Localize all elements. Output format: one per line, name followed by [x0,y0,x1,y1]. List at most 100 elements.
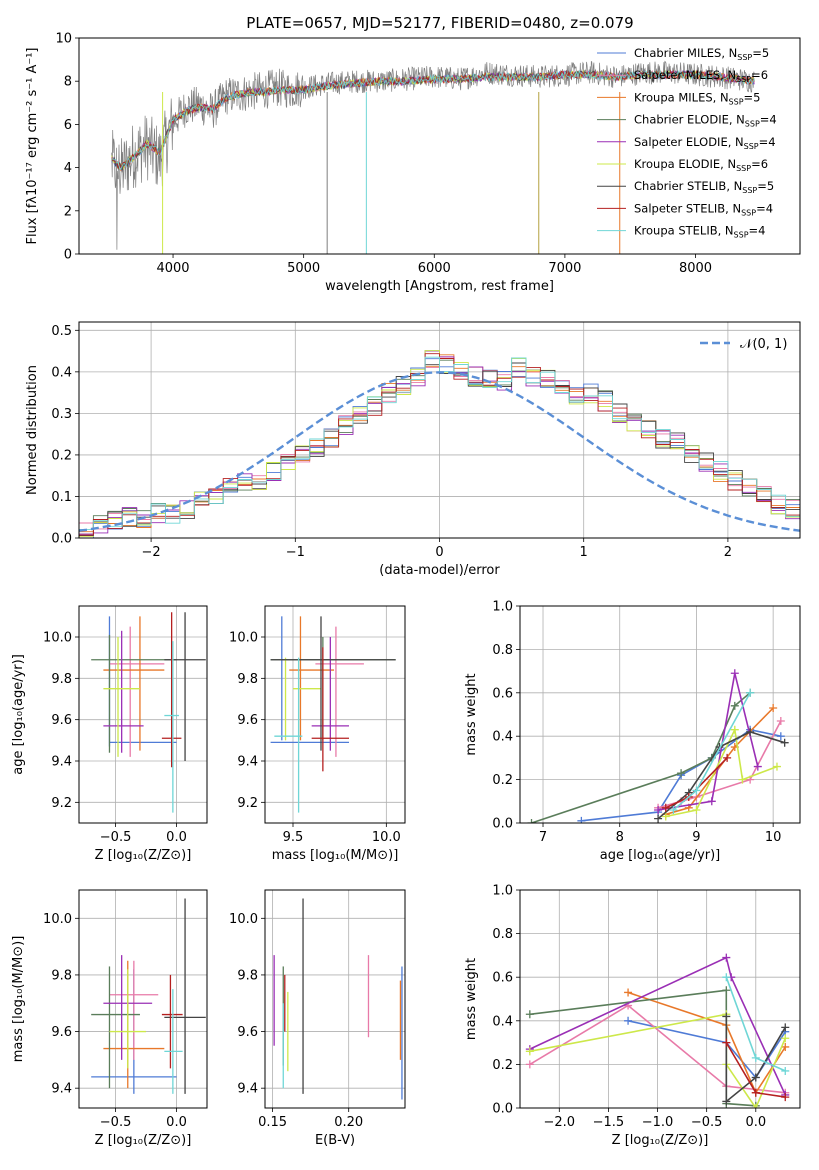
legend-label: 𝒩(0, 1) [740,337,787,352]
y-tick-label: 0.0 [492,817,513,832]
y-tick-label: 8 [64,75,72,90]
y-tick-label: 9.6 [51,713,72,728]
legend-label: Chabrier MILES, NSSP=5 [634,46,769,62]
data-spectrum-line [111,60,755,250]
y-tick-label: 9.8 [51,968,72,983]
axes-frame [78,37,801,255]
weight-line [529,989,756,1107]
weight-marker [738,775,747,784]
x-tick-label: −1 [286,545,305,560]
weight-line [529,956,787,1096]
model-spectrum-line [111,69,755,169]
y-tick-label: 0.8 [492,643,513,658]
weight-marker [525,1010,534,1019]
plot-area [273,898,403,1100]
weight-marker [707,797,716,806]
weight-line [725,1016,786,1104]
y-tick-label: 9.6 [51,1025,72,1040]
weight-marker [746,727,755,736]
x-tick-label: −1.0 [642,1115,674,1130]
y-tick-label: 9.6 [237,713,258,728]
histogram-step [79,356,800,530]
y-tick-label: 0.0 [51,532,72,547]
weight-marker [781,1023,790,1032]
y-tick-label: 9.8 [51,672,72,687]
mass-vs-metallicity-panel: −0.5 0.0 9.4 9.6 9.8 10.0 Z [log₁₀(Z/Z⊙)] mass … [11,889,208,1148]
axes-frame [78,605,208,824]
x-tick-label: 9.5 [283,830,304,845]
weight-marker [677,769,686,778]
weight-marker [780,738,789,747]
y-tick-label: 2 [64,204,72,219]
weight-marker [751,1053,760,1062]
chart-title: PLATE=0657, MJD=52177, FIBERID=0480, z=0… [246,14,633,32]
weight-line [657,673,759,811]
spectrum-panel: 4000 5000 6000 7000 8000 0 2 4 6 8 10 wavelength [A… [25,14,801,294]
y-tick-label: 1.0 [492,884,513,899]
weight-marker [772,762,781,771]
x-tick-label: −1.5 [593,1115,625,1130]
weight-line [531,692,751,823]
x-axis-label: (data-model)/error [379,563,500,578]
legend-label: Chabrier ELODIE, NSSP=4 [634,113,777,129]
y-tick-label: 10.0 [43,912,72,927]
y-tick-label: 0.3 [51,407,72,422]
x-tick-label: 10.0 [372,830,401,845]
x-tick-label: 2 [724,545,732,560]
axes-frame [519,889,801,1109]
y-tick-label: 0.2 [492,1058,513,1073]
plot-area [111,60,755,254]
y-tick-label: 9.4 [51,755,72,770]
x-tick-label: 8 [616,830,624,845]
y-tick-label: 0.4 [492,730,513,745]
y-tick-label: 0.8 [492,927,513,942]
y-tick-label: 6 [64,118,72,133]
weight-marker [722,986,731,995]
y-tick-label: 0.4 [51,365,72,380]
y-tick-label: 0.2 [51,448,72,463]
weight-marker [669,805,678,814]
y-tick-label: 0 [64,248,72,263]
mass-vs-ebv-panel: 0.15 0.20 9.4 9.6 9.8 10.0 E(B-V) [229,889,406,1148]
plot-area [270,616,396,813]
weight-marker [730,701,739,710]
plot-area [525,953,790,1108]
x-tick-label: 5000 [287,261,320,276]
x-tick-label: 9 [692,830,700,845]
y-axis-label: Normed distribution [25,365,40,495]
x-axis-label: Z [log₁₀(Z/Z⊙)] [95,848,192,863]
weight-marker [722,1097,731,1106]
y-tick-label: 10.0 [229,912,258,927]
weight-marker [654,814,663,823]
x-axis-label: E(B-V) [315,1133,355,1148]
y-tick-label: 0.1 [51,490,72,505]
x-tick-label: 6000 [418,261,451,276]
x-tick-label: 0.20 [334,1115,363,1130]
weight-marker [769,703,778,712]
weight-marker [654,805,663,814]
weight-marker [751,1073,760,1082]
x-tick-label: 4000 [156,261,189,276]
x-tick-label: −2.0 [544,1115,576,1130]
y-tick-label: 9.8 [237,968,258,983]
weight-marker [746,688,755,697]
x-tick-label: 0.0 [166,1115,187,1130]
plot-area [91,612,206,813]
plot-area [79,350,800,538]
axes-frame [264,889,406,1109]
y-tick-label: 1.0 [492,600,513,615]
y-tick-label: 0.5 [51,324,72,339]
x-tick-label: 0.0 [745,1115,766,1130]
x-axis-label: mass [log₁₀(M/M⊙)] [272,848,399,863]
age-vs-mass-panel: 9.5 10.0 9.2 9.4 9.6 9.8 10.0 mass [log₁₀(M/M⊙)… [229,605,406,863]
y-tick-label: 0.0 [492,1102,513,1117]
y-tick-label: 9.4 [237,755,258,770]
y-tick-label: 9.2 [51,796,72,811]
y-tick-label: 9.8 [237,672,258,687]
y-tick-label: 10.0 [229,631,258,646]
x-tick-label: −0.5 [100,1115,132,1130]
weight-marker [624,988,633,997]
weight-marker [692,805,701,814]
y-axis-label: mass [log₁₀(M/M⊙)] [11,936,26,1063]
